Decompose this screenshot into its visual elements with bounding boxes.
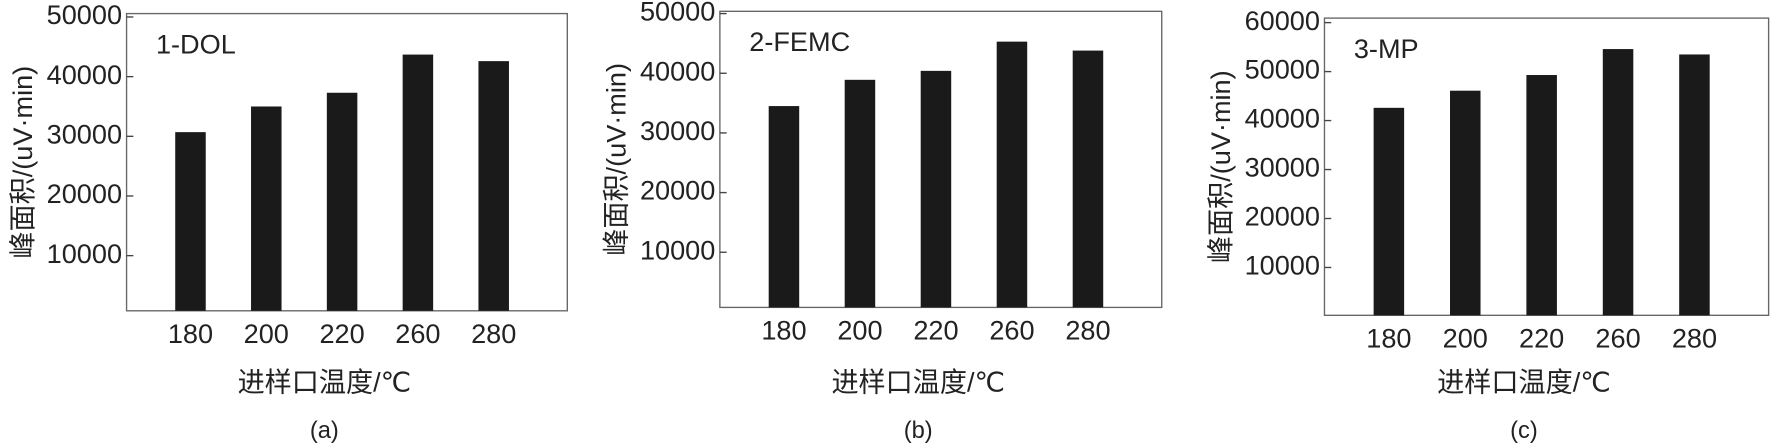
x-tick-label: 200 [837, 314, 882, 345]
bar [478, 61, 509, 311]
annotation: 2-FEMC [749, 26, 850, 57]
x-tick-label: 260 [1595, 322, 1640, 353]
bar [175, 132, 206, 311]
x-axis-label: 进样口温度/℃ [1437, 366, 1611, 397]
bar [402, 54, 434, 311]
chart-panel: 10000 20000 30000 40000 50000 180 200 220 260 280… [600, 0, 1163, 444]
bar [1072, 50, 1104, 308]
x-tick-label: 180 [761, 314, 806, 345]
y-tick-label: 10000 [47, 238, 122, 269]
caption: (c) [1510, 418, 1538, 444]
x-tick-label: 180 [1366, 322, 1411, 353]
chart-panel: 10000 20000 30000 40000 50000 180 200 220 260 280… [7, 0, 568, 444]
bar [1679, 54, 1710, 316]
x-tick-label: 260 [395, 318, 440, 349]
y-tick-label: 20000 [47, 178, 122, 209]
y-tick-label: 40000 [47, 59, 122, 90]
y-axis-label: 峰面积/(uV·min) [1205, 70, 1236, 263]
bar [326, 92, 358, 311]
caption: (b) [904, 418, 933, 444]
bar [920, 70, 952, 308]
y-tick-label: 20000 [1245, 201, 1320, 232]
x-tick-label: 280 [471, 318, 516, 349]
bar [251, 106, 282, 311]
annotation: 3-MP [1354, 33, 1419, 64]
x-tick-label: 220 [913, 314, 958, 345]
y-tick-label: 40000 [640, 55, 715, 86]
y-tick-label: 60000 [1245, 5, 1320, 36]
bar [996, 41, 1028, 308]
bar [1602, 49, 1634, 316]
y-tick-label: 10000 [1245, 250, 1320, 281]
bar [1526, 75, 1557, 316]
y-tick-label: 10000 [640, 234, 715, 265]
y-tick-label: 20000 [640, 175, 715, 206]
chart-panel: 10000 20000 30000 40000 50000 60000 180 200 220 2… [1205, 5, 1770, 444]
y-tick-label: 50000 [47, 0, 122, 30]
bar [768, 106, 800, 308]
x-axis-label: 进样口温度/℃ [831, 366, 1005, 397]
x-tick-label: 220 [319, 318, 364, 349]
caption: (a) [310, 418, 339, 444]
x-tick-label: 280 [1065, 314, 1110, 345]
bar [1450, 90, 1481, 316]
y-tick-label: 50000 [1245, 54, 1320, 85]
x-tick-label: 180 [168, 318, 213, 349]
x-tick-label: 220 [1519, 322, 1564, 353]
annotation: 1-DOL [156, 29, 236, 60]
x-tick-label: 200 [1443, 322, 1488, 353]
x-axis-label: 进样口温度/℃ [238, 366, 412, 397]
x-tick-label: 260 [989, 314, 1034, 345]
y-axis-label: 峰面积/(uV·min) [600, 63, 631, 256]
x-tick-label: 280 [1672, 322, 1717, 353]
y-tick-label: 50000 [640, 0, 715, 27]
y-tick-label: 30000 [640, 115, 715, 146]
y-axis-label: 峰面积/(uV·min) [7, 66, 38, 259]
bar [844, 79, 876, 308]
x-tick-label: 200 [244, 318, 289, 349]
bar [1373, 107, 1405, 316]
y-tick-label: 30000 [47, 118, 122, 149]
y-tick-label: 40000 [1245, 103, 1320, 134]
y-tick-label: 30000 [1245, 152, 1320, 183]
